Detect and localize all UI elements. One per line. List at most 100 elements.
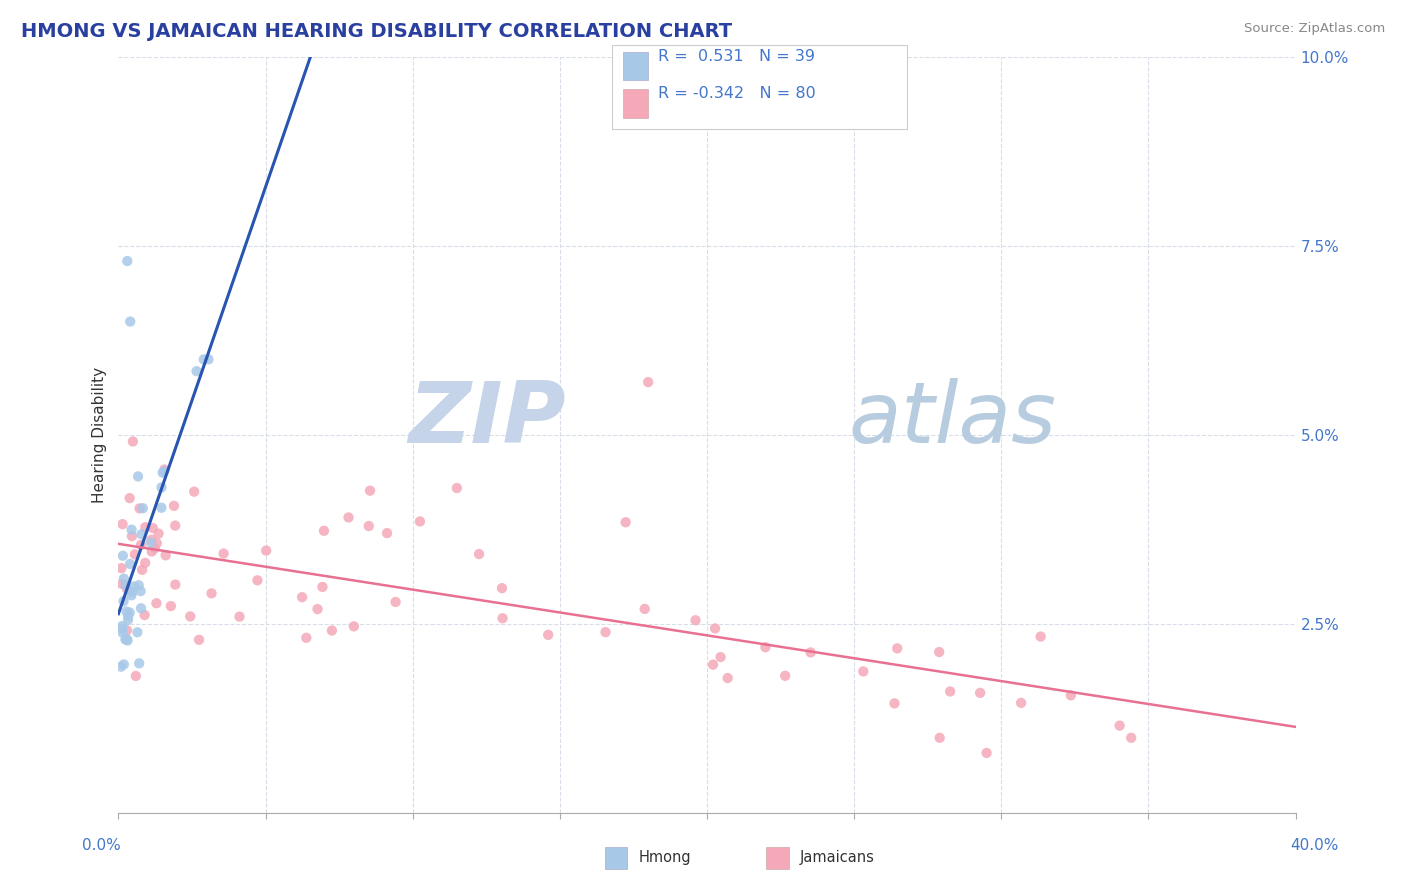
Point [124, 547, 146, 561]
Point [121, 585, 143, 599]
Point [685, 613, 707, 627]
Text: HMONG VS JAMAICAN HEARING DISABILITY CORRELATION CHART: HMONG VS JAMAICAN HEARING DISABILITY COR… [21, 22, 733, 41]
Point [446, 481, 468, 495]
Point [128, 657, 150, 671]
Point [152, 466, 174, 480]
Point [114, 632, 136, 647]
Point [153, 462, 176, 476]
Point [139, 535, 162, 549]
Point [359, 483, 381, 498]
Point [121, 529, 143, 543]
Point [112, 572, 135, 586]
Point [1029, 630, 1052, 644]
Point [1108, 718, 1130, 732]
Point [343, 619, 366, 633]
Point [115, 632, 138, 646]
Point [115, 582, 138, 596]
Point [163, 499, 186, 513]
Point [112, 657, 135, 672]
Point [122, 434, 145, 449]
Text: R =  0.531   N = 39: R = 0.531 N = 39 [658, 49, 815, 63]
Point [291, 591, 314, 605]
Point [186, 364, 208, 378]
Point [111, 549, 134, 563]
Point [111, 619, 134, 633]
Point [120, 588, 142, 602]
Point [111, 625, 134, 640]
Text: Source: ZipAtlas.com: Source: ZipAtlas.com [1244, 22, 1385, 36]
Point [246, 574, 269, 588]
Text: ZIP: ZIP [408, 378, 565, 461]
Point [1010, 696, 1032, 710]
Point [491, 611, 513, 625]
Point [145, 596, 167, 610]
Point [141, 544, 163, 558]
Point [491, 581, 513, 595]
Point [121, 523, 143, 537]
Point [883, 697, 905, 711]
Point [111, 577, 134, 591]
Point [165, 577, 187, 591]
Point [134, 556, 156, 570]
Point [179, 609, 201, 624]
Point [125, 669, 148, 683]
Point [153, 465, 176, 479]
Point [773, 669, 796, 683]
Point [637, 375, 659, 389]
Point [150, 500, 173, 515]
Text: 0.0%: 0.0% [82, 838, 121, 853]
Point [118, 491, 141, 505]
Point [702, 657, 724, 672]
Point [134, 520, 156, 534]
Text: Jamaicans: Jamaicans [800, 850, 875, 864]
Point [117, 613, 139, 627]
Point [193, 352, 215, 367]
Point [321, 624, 343, 638]
Point [146, 536, 169, 550]
Point [375, 526, 398, 541]
Point [120, 314, 142, 328]
Point [128, 578, 150, 592]
Point [148, 526, 170, 541]
Point [307, 602, 329, 616]
Point [886, 641, 908, 656]
Y-axis label: Hearing Disability: Hearing Disability [93, 367, 107, 503]
Point [134, 607, 156, 622]
Point [595, 625, 617, 640]
Point [111, 622, 134, 636]
Point [129, 584, 152, 599]
Text: atlas: atlas [848, 378, 1056, 461]
Point [969, 686, 991, 700]
Point [197, 352, 219, 367]
Text: R = -0.342   N = 80: R = -0.342 N = 80 [658, 87, 815, 101]
Point [976, 746, 998, 760]
Point [312, 524, 335, 538]
Point [200, 586, 222, 600]
Point [128, 501, 150, 516]
Point [117, 254, 139, 268]
Point [160, 599, 183, 613]
Point [131, 527, 153, 541]
Point [537, 628, 560, 642]
Point [188, 632, 211, 647]
Point [634, 602, 657, 616]
Point [295, 631, 318, 645]
Text: 40.0%: 40.0% [1291, 838, 1339, 853]
Point [127, 625, 149, 640]
Point [183, 484, 205, 499]
Point [155, 549, 177, 563]
Point [1121, 731, 1143, 745]
Point [132, 501, 155, 516]
Point [409, 515, 432, 529]
Point [928, 645, 950, 659]
Point [928, 731, 950, 745]
Point [754, 640, 776, 655]
Text: Hmong: Hmong [638, 850, 690, 864]
Point [228, 609, 250, 624]
Point [717, 671, 740, 685]
Point [337, 510, 360, 524]
Point [212, 547, 235, 561]
Point [122, 580, 145, 594]
Point [704, 622, 727, 636]
Point [852, 665, 875, 679]
